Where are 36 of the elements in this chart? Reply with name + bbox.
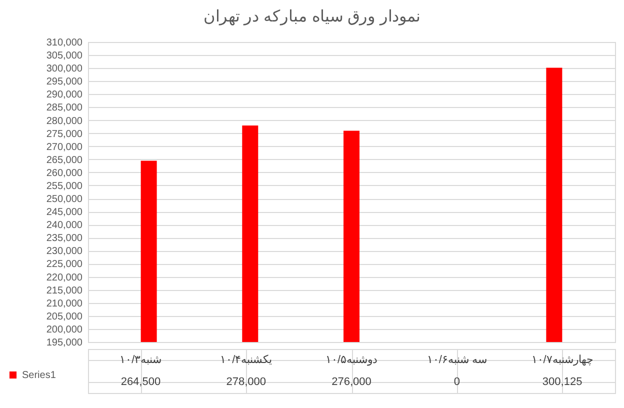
data-label: 264,500 bbox=[120, 376, 161, 388]
y-tick-label: 240,000 bbox=[46, 220, 83, 232]
y-tick-label: 205,000 bbox=[46, 311, 83, 322]
legend-label: Series1 bbox=[22, 370, 56, 381]
x-tick-label: شنبه۱۰/۳ bbox=[120, 354, 162, 366]
y-tick-label: 305,000 bbox=[46, 50, 83, 62]
y-tick-label: 310,000 bbox=[46, 38, 83, 48]
data-label: 300,125 bbox=[542, 376, 582, 388]
y-tick-label: 200,000 bbox=[46, 324, 83, 336]
data-label: 276,000 bbox=[332, 376, 372, 388]
y-tick-label: 230,000 bbox=[46, 246, 83, 258]
y-tick-label: 215,000 bbox=[46, 285, 83, 296]
text: 0 bbox=[454, 376, 460, 388]
y-tick-label: 300,000 bbox=[46, 64, 83, 75]
y-tick-label: 270,000 bbox=[46, 142, 83, 153]
y-tick-label: 225,000 bbox=[46, 259, 83, 270]
chart-title: نمودار ورق سیاه مبارکه در تهران bbox=[204, 8, 420, 26]
y-tick-label: 260,000 bbox=[46, 168, 83, 179]
x-tick-label: سه شنبه۱۰/۶ bbox=[426, 354, 487, 366]
y-tick-label: 245,000 bbox=[46, 207, 83, 218]
y-tick-label: 235,000 bbox=[46, 233, 83, 244]
y-tick-label: 265,000 bbox=[46, 154, 83, 166]
y-tick-label: 295,000 bbox=[46, 76, 83, 88]
y-tick-label: 210,000 bbox=[46, 298, 83, 310]
x-tick-label: دوشنبه۱۰/۵ bbox=[325, 354, 378, 366]
x-tick-label: چهارشنبه۱۰/۷ bbox=[531, 354, 594, 366]
y-tick-label: 220,000 bbox=[46, 272, 83, 284]
y-tick-label: 280,000 bbox=[46, 116, 83, 127]
y-tick-label: 195,000 bbox=[46, 338, 83, 348]
data-label: 278,000 bbox=[226, 376, 266, 388]
y-tick-label: 250,000 bbox=[46, 194, 83, 206]
y-tick-label: 275,000 bbox=[46, 128, 83, 140]
y-tick-label: 290,000 bbox=[46, 90, 83, 101]
x-tick-label: یکشنبه۱۰/۴ bbox=[220, 354, 272, 366]
y-tick-label: 285,000 bbox=[46, 102, 83, 114]
y-tick-label: 255,000 bbox=[46, 180, 83, 192]
